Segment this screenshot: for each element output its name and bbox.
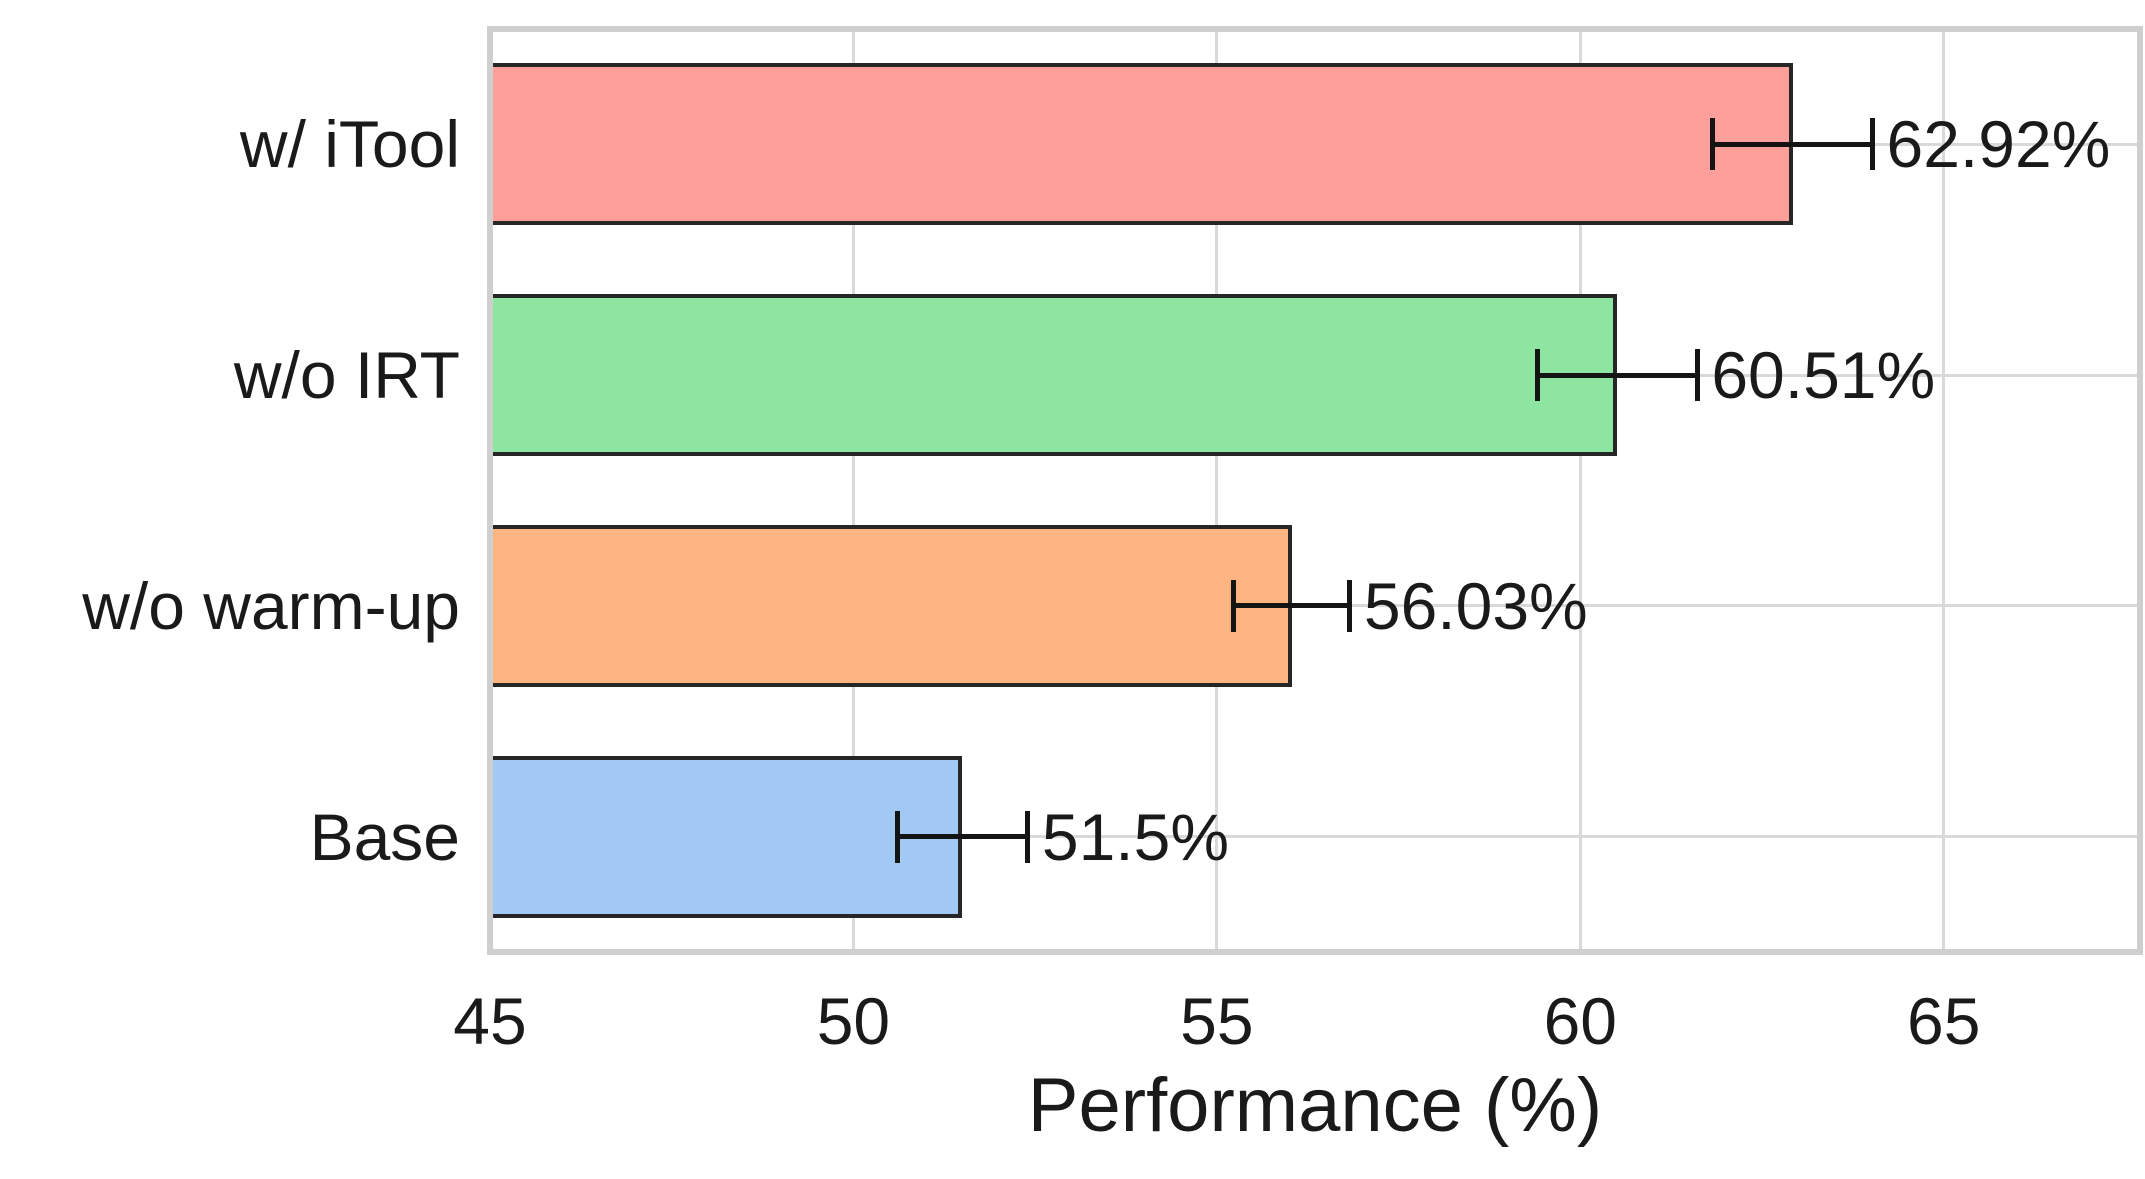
category-label-1: w/o IRT — [233, 338, 460, 413]
gridline-x-65 — [1942, 29, 1946, 952]
error-cap-2-left — [1231, 579, 1237, 632]
error-cap-1-left — [1534, 349, 1540, 402]
error-cap-0-right — [1870, 118, 1875, 171]
bar-w-itool — [490, 63, 1793, 226]
error-bar-3 — [897, 834, 1028, 840]
category-label-0: w/ iTool — [239, 107, 460, 182]
x-tick-65: 65 — [1907, 984, 1981, 1058]
x-tick-55: 55 — [1180, 984, 1254, 1058]
error-cap-3-right — [1025, 810, 1031, 863]
error-cap-0-left — [1710, 118, 1716, 171]
x-tick-45: 45 — [453, 984, 527, 1058]
x-tick-50: 50 — [816, 984, 891, 1058]
value-label-0: 62.92% — [1886, 107, 2111, 182]
gridline-x-50 — [851, 29, 855, 952]
category-label-2: w/o warm-up — [82, 568, 460, 643]
bar-base — [490, 755, 963, 918]
category-label-3: Base — [309, 799, 460, 874]
value-label-2: 56.03% — [1363, 568, 1588, 643]
value-label-3: 51.5% — [1041, 799, 1230, 874]
error-cap-1-right — [1694, 349, 1700, 402]
gridline-y-3 — [490, 835, 2140, 839]
error-bar-2 — [1233, 603, 1350, 609]
gridline-x-55 — [1215, 29, 1219, 952]
bar-w-o-irt — [490, 294, 1618, 457]
plot-area: 62.92% 60.51% 56.03% 51.5% — [490, 29, 2140, 952]
gridline-x-60 — [1578, 29, 1582, 952]
error-bar-0 — [1712, 141, 1873, 147]
error-bar-1 — [1537, 372, 1698, 378]
x-tick-60: 60 — [1543, 984, 1618, 1058]
error-cap-2-right — [1347, 579, 1353, 632]
bar-w-o-warm-up — [490, 524, 1292, 687]
value-label-1: 60.51% — [1711, 338, 1936, 413]
x-axis-label: Performance (%) — [1027, 1063, 1603, 1148]
error-cap-3-left — [894, 810, 900, 863]
